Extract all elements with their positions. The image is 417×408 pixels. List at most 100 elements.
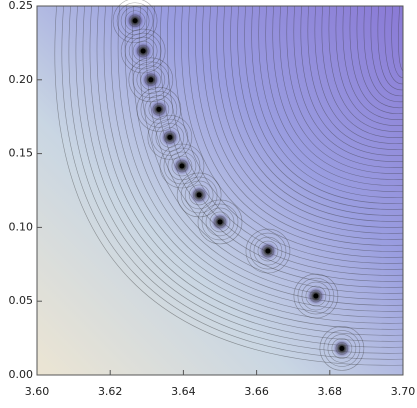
contour-ring [155, 123, 185, 152]
contour-line [124, 6, 403, 306]
contour-ring [180, 176, 218, 214]
contour-line [68, 6, 403, 354]
contour-ring [159, 127, 181, 148]
contour-line [408, 1, 414, 60]
minimum-point [196, 192, 202, 198]
contour-ring [293, 273, 339, 319]
contour-ring [201, 203, 239, 241]
contour-line [159, 6, 403, 276]
contour-ring [140, 69, 162, 91]
contour-line [293, 6, 403, 162]
contour-ring [184, 180, 214, 210]
minimum-point [148, 77, 154, 83]
contour-ring [124, 10, 146, 32]
contour-ring [128, 36, 158, 66]
contour-line [181, 6, 403, 258]
contour-ring [116, 2, 154, 40]
minimum-point [156, 106, 162, 112]
contour-ring [205, 207, 235, 237]
contour-line [272, 6, 403, 180]
y-tick-label: 0.10 [9, 220, 34, 233]
contour-line [335, 6, 403, 126]
contour-line [110, 6, 403, 318]
contour-line [54, 6, 403, 366]
contour-line [258, 6, 403, 192]
contour-line [237, 6, 403, 210]
contour-ring [323, 330, 361, 367]
contour-ring [257, 240, 279, 262]
contour-ring [327, 334, 357, 363]
minimum-point [179, 163, 185, 169]
contour-line [408, 1, 417, 43]
contour-line [349, 6, 403, 115]
contour-ring [301, 281, 331, 311]
contour-ring [136, 87, 182, 132]
contour-ring [245, 228, 291, 274]
contour-line [131, 6, 403, 300]
contour-ring [148, 99, 170, 120]
minimum-point [132, 18, 138, 24]
contour-ring [305, 285, 327, 307]
contour-ring [171, 155, 193, 177]
minimum-point [265, 248, 271, 254]
contour-ring [167, 151, 197, 181]
contour-line [314, 6, 403, 144]
plot-frame [36, 5, 404, 376]
contour-line [195, 6, 403, 246]
contour-line [328, 6, 403, 132]
x-tick-label: 3.68 [318, 385, 343, 398]
contour-ring [163, 147, 201, 185]
contour-line [265, 6, 403, 186]
contour-ring [197, 199, 243, 245]
minimum-point [140, 48, 146, 54]
contour-line [384, 6, 403, 85]
contour-lines [54, 1, 417, 366]
contour-line [307, 6, 403, 150]
contour-ring [147, 115, 193, 160]
contour-ring [249, 232, 287, 270]
contour-line [408, 1, 417, 25]
contour-line [300, 6, 403, 156]
contour-line [370, 6, 403, 97]
y-tick-label: 0.05 [9, 294, 34, 307]
contour-line [251, 6, 403, 198]
y-tick-label: 0.00 [9, 368, 34, 381]
y-tick-label: 0.15 [9, 147, 34, 160]
x-tick-label: 3.70 [391, 385, 416, 398]
contour-line [398, 6, 403, 72]
contour-line [223, 6, 403, 222]
contour-line [82, 6, 403, 342]
contour-line [138, 6, 403, 294]
contour-line [167, 6, 403, 270]
contour-line [188, 6, 403, 252]
contour-line [408, 1, 417, 37]
contour-line [230, 6, 403, 216]
contour-line [216, 6, 403, 228]
contour-line [174, 6, 403, 264]
contour-line [342, 6, 403, 121]
contour-line [117, 6, 403, 312]
contour-ring [297, 277, 335, 315]
contour-line [209, 6, 403, 234]
contour-ring [319, 326, 365, 371]
contour-line [356, 6, 403, 109]
contour-line [405, 1, 408, 66]
contour-ring [128, 57, 174, 103]
contour-line [408, 1, 417, 20]
contour-line [96, 6, 403, 330]
contour-line [408, 1, 417, 54]
contour-ring [112, 0, 158, 44]
contour-ring [140, 91, 178, 128]
contour-line [89, 6, 403, 336]
minimum-point [217, 219, 223, 225]
contour-ring [209, 211, 231, 233]
y-tick-label: 0.20 [9, 73, 34, 86]
contour-ring [144, 95, 174, 124]
contour-line [321, 6, 403, 138]
contour-line [286, 6, 403, 168]
contour-ring [124, 32, 162, 70]
contour-line [202, 6, 403, 240]
contour-ring [151, 119, 189, 156]
